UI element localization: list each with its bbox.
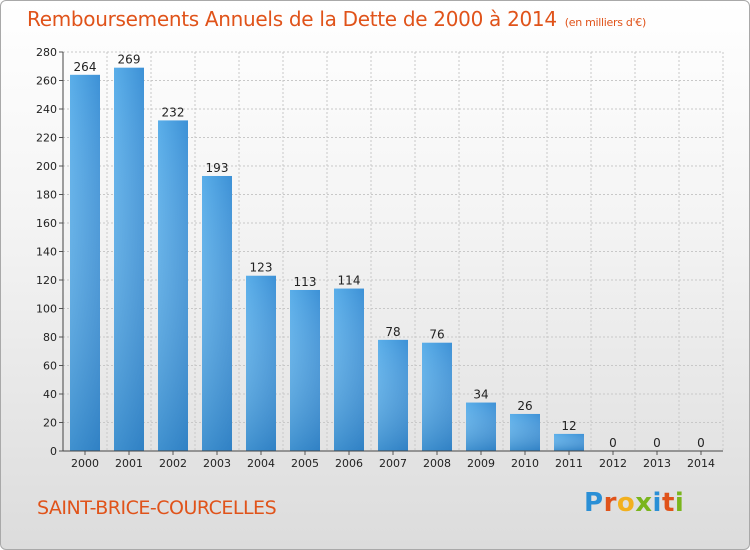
bar-shade [378, 339, 408, 451]
brand-letter: i [652, 488, 662, 518]
bar-value-label: 0 [653, 436, 661, 450]
bar-value-label: 76 [429, 328, 444, 342]
y-tick-label: 100 [36, 303, 57, 316]
x-tick-label: 2008 [423, 457, 451, 470]
proxiti-logo[interactable]: Proxiti [584, 488, 684, 518]
bar-value-label: 113 [294, 275, 317, 289]
x-tick-label: 2013 [643, 457, 671, 470]
bar-value-label: 78 [385, 325, 400, 339]
x-tick-label: 2014 [687, 457, 715, 470]
brand-letter: r [603, 488, 617, 518]
bar-value-label: 114 [338, 274, 361, 288]
y-tick-label: 180 [36, 189, 57, 202]
x-tick-label: 2006 [335, 457, 363, 470]
y-tick-label: 120 [36, 274, 57, 287]
brand-letter: P [584, 488, 604, 518]
bar-shade [334, 288, 364, 451]
bar-shade [202, 175, 232, 451]
bar-value-label: 232 [162, 105, 185, 119]
bar-shade [422, 342, 452, 451]
x-tick-label: 2003 [203, 457, 231, 470]
bar-value-label: 264 [74, 60, 97, 74]
brand-letter: o [616, 488, 636, 518]
y-tick-label: 220 [36, 132, 57, 145]
chart-title: Remboursements Annuels de la Dette de 20… [27, 7, 646, 31]
bar-shade [290, 289, 320, 451]
y-tick-label: 40 [43, 388, 57, 401]
brand-letter: x [635, 488, 653, 518]
y-tick-label: 80 [43, 331, 57, 344]
y-tick-label: 200 [36, 160, 57, 173]
bar-value-label: 0 [697, 436, 705, 450]
chart-unit-label: (en milliers d'€) [564, 16, 646, 29]
y-tick-label: 20 [43, 417, 57, 430]
y-tick-label: 260 [36, 75, 57, 88]
x-tick-label: 2010 [511, 457, 539, 470]
bars-layer: 264 269 232 193 123 113 114 78 76 34 26 12 0 0 0 [70, 53, 705, 452]
bar-shade [554, 433, 584, 451]
bar-value-label: 123 [250, 261, 273, 275]
bar-value-label: 269 [118, 53, 141, 67]
bar-value-label: 0 [609, 436, 617, 450]
x-tick-label: 2001 [115, 457, 143, 470]
bar-shade [466, 402, 496, 451]
y-tick-label: 60 [43, 360, 57, 373]
bar-shade [158, 120, 188, 452]
y-tick-label: 280 [36, 46, 57, 59]
axis-layer: 0204060801001201401601802002202402602802… [36, 46, 723, 470]
y-tick-label: 140 [36, 246, 57, 259]
y-tick-label: 0 [50, 445, 57, 458]
commune-name: SAINT-BRICE-COURCELLES [37, 497, 277, 519]
bar-value-label: 12 [561, 419, 576, 433]
bar-shade [510, 413, 540, 451]
x-tick-label: 2002 [159, 457, 187, 470]
bar-shade [246, 275, 276, 451]
x-tick-label: 2000 [71, 457, 99, 470]
bar-value-label: 34 [473, 388, 488, 402]
brand-letter: i [674, 488, 685, 518]
x-tick-label: 2012 [599, 457, 627, 470]
y-tick-label: 240 [36, 103, 57, 116]
x-tick-label: 2007 [379, 457, 407, 470]
bar-shade [114, 67, 144, 452]
bar-shade [70, 74, 100, 452]
bar-value-label: 26 [517, 399, 532, 413]
chart-title-text: Remboursements Annuels de la Dette de 20… [27, 7, 557, 31]
x-tick-label: 2005 [291, 457, 319, 470]
brand-letter: t [661, 488, 675, 518]
x-tick-label: 2004 [247, 457, 275, 470]
x-tick-label: 2009 [467, 457, 495, 470]
bar-value-label: 193 [206, 161, 229, 175]
y-tick-label: 160 [36, 217, 57, 230]
x-tick-label: 2011 [555, 457, 583, 470]
